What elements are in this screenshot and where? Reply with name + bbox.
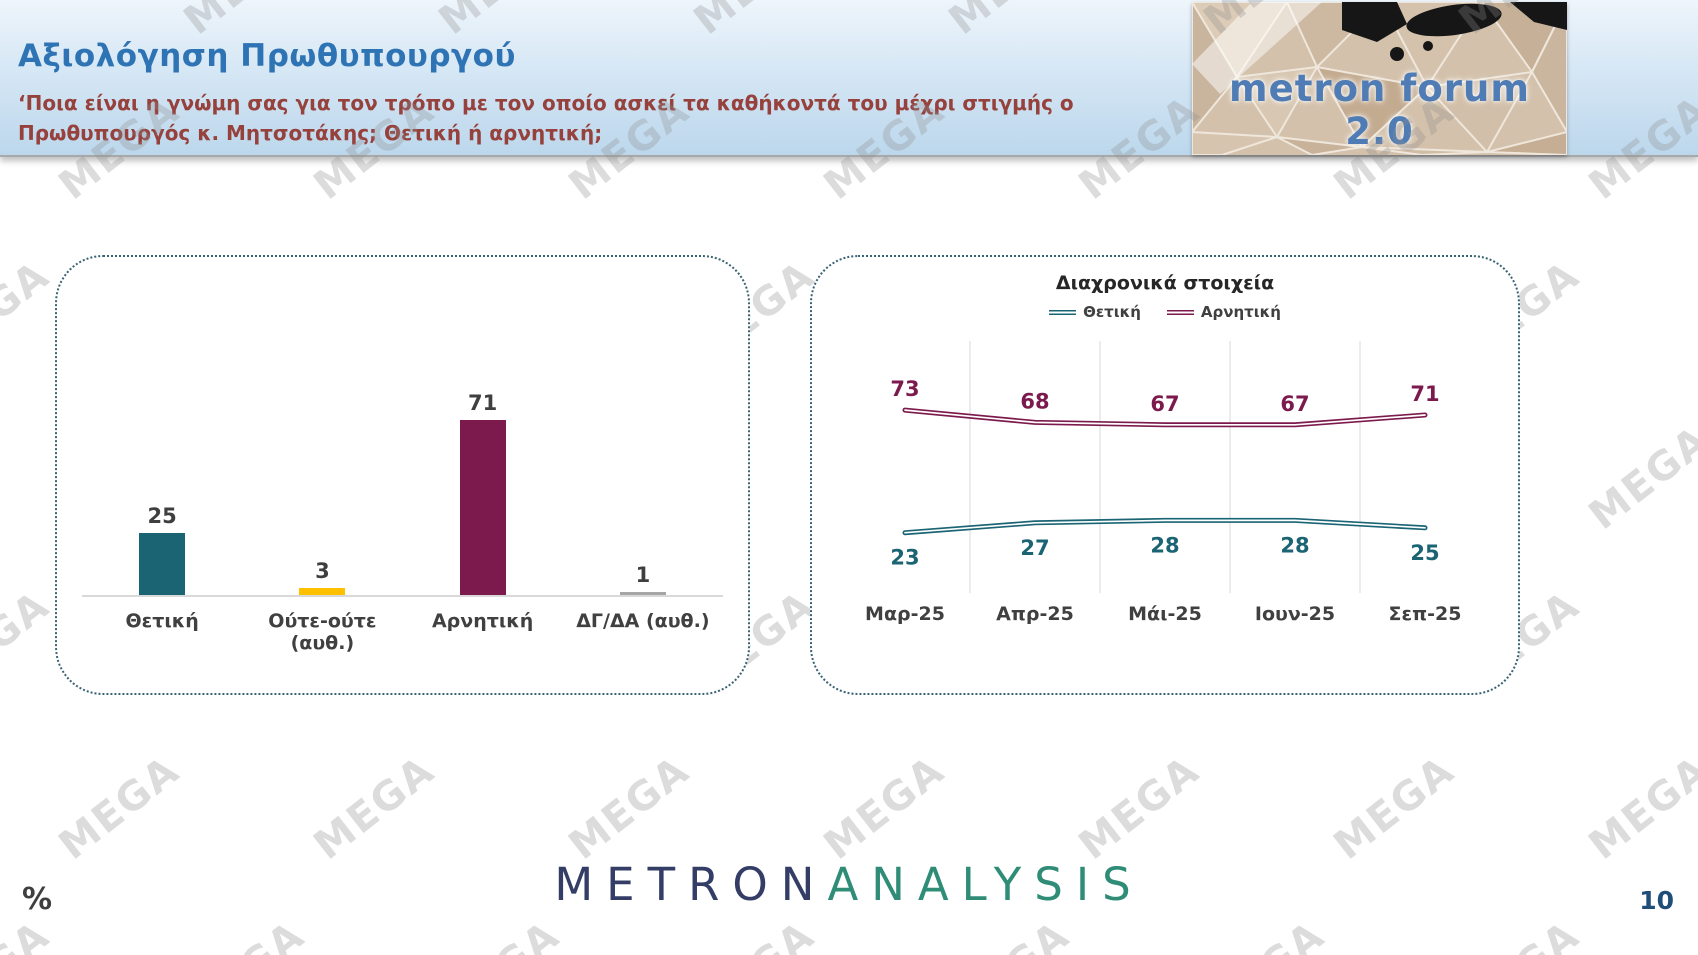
legend-label: Αρνητική bbox=[1200, 303, 1281, 321]
watermark-text: MEGA bbox=[1196, 912, 1334, 955]
x-axis-label: Μαρ-25 bbox=[865, 603, 945, 625]
series-value-label: 23 bbox=[890, 546, 919, 570]
bar-category-label: Θετική bbox=[125, 610, 199, 632]
watermark-text: MEGA bbox=[1070, 747, 1209, 869]
legend-swatch bbox=[1049, 309, 1077, 315]
page-title: Αξιολόγηση Πρωθυπουργού bbox=[18, 38, 516, 74]
bar bbox=[299, 587, 346, 595]
bar-chart-panel: 25 3 71 1 Θετική Ούτε-ούτε (αυθ.) Αρνητική ΔΓ/… bbox=[55, 255, 750, 695]
series-value-label: 28 bbox=[1280, 533, 1309, 557]
trend-chart-svg: 23 27 28 28 25 73 68 67 67 71 bbox=[890, 341, 1440, 593]
brand-analysis: ANALYSIS bbox=[827, 858, 1144, 911]
watermark-text: MEGA bbox=[941, 912, 1079, 955]
watermark-text: MEGA bbox=[1451, 912, 1589, 955]
bar-value-label: 25 bbox=[147, 504, 177, 529]
page-number: 10 bbox=[1639, 886, 1674, 915]
series-value-label: 71 bbox=[1410, 382, 1439, 406]
watermark-text: MEGA bbox=[0, 582, 59, 704]
trend-x-labels: Μαρ-25 Απρ-25 Μάι-25 Ιουν-25 Σεπ-25 bbox=[840, 603, 1490, 625]
bar bbox=[459, 419, 506, 595]
legend-item: Αρνητική bbox=[1166, 303, 1281, 321]
bar-value-label: 3 bbox=[315, 558, 330, 583]
legend-label: Θετική bbox=[1083, 303, 1141, 321]
bar bbox=[619, 592, 666, 595]
watermark-text: MEGA bbox=[431, 912, 569, 955]
survey-question-line2: Πρωθυπουργός κ. Μητσοτάκης; Θετική ή αρν… bbox=[18, 121, 603, 145]
legend-item: Θετική bbox=[1049, 303, 1141, 321]
series-value-label: 27 bbox=[1020, 536, 1049, 560]
percent-unit-label: % bbox=[22, 882, 53, 917]
metron-forum-logo: metron forum 2.0 bbox=[1192, 2, 1567, 155]
watermark-text: MEGA bbox=[1580, 747, 1698, 869]
bar-value-label: 71 bbox=[468, 390, 498, 415]
watermark-text: MEGA bbox=[305, 747, 444, 869]
metron-forum-logo-image bbox=[1192, 2, 1567, 155]
series-value-label: 73 bbox=[890, 377, 919, 401]
x-axis-label: Απρ-25 bbox=[996, 603, 1074, 625]
bar-column: 1 bbox=[563, 563, 723, 595]
series-line-highlight bbox=[904, 409, 1426, 426]
brand-metron: METRON bbox=[554, 858, 828, 911]
series-value-label: 67 bbox=[1280, 392, 1309, 416]
bar-value-label: 1 bbox=[635, 563, 651, 587]
survey-question: ‘Ποια είναι η γνώμη σας για τον τρόπο με… bbox=[18, 88, 1078, 148]
bar-chart: 25 3 71 1 Θετική Ούτε-ούτε (αυθ.) Αρνητική ΔΓ/… bbox=[82, 382, 723, 654]
watermark-text: MEGA bbox=[0, 252, 59, 374]
bar-column: 25 bbox=[82, 504, 242, 595]
bar-category-label: Αρνητική bbox=[431, 610, 534, 632]
x-axis-label: Μάι-25 bbox=[1128, 603, 1202, 625]
bar-column: 3 bbox=[242, 559, 402, 595]
legend-swatch bbox=[1166, 309, 1194, 315]
watermark-text: MEGA bbox=[0, 912, 58, 955]
series-value-label: 25 bbox=[1410, 541, 1439, 565]
bar-category-label: Ούτε-ούτε (αυθ.) bbox=[268, 610, 377, 654]
x-axis-label: Ιουν-25 bbox=[1254, 603, 1336, 625]
bar bbox=[139, 533, 186, 595]
bar-category-labels: Θετική Ούτε-ούτε (αυθ.) Αρνητική ΔΓ/ΔΑ (αυθ… bbox=[82, 610, 723, 654]
metron-analysis-logo: METRONANALYSIS bbox=[0, 858, 1698, 911]
watermark-text: MEGA bbox=[176, 912, 314, 955]
series-value-label: 67 bbox=[1150, 392, 1179, 416]
series-value-label: 68 bbox=[1020, 389, 1049, 413]
watermark-text: MEGA bbox=[50, 747, 189, 869]
watermark-text: MEGA bbox=[560, 747, 699, 869]
trend-chart-panel: Διαχρονικά στοιχεία Θετική Αρνητική 23 27 2… bbox=[810, 255, 1520, 695]
watermark-text: MEGA bbox=[815, 747, 954, 869]
watermark-text: MEGA bbox=[686, 912, 824, 955]
header: Αξιολόγηση Πρωθυπουργού ‘Ποια είναι η γν… bbox=[0, 0, 1698, 157]
series-line-highlight bbox=[904, 519, 1426, 534]
trend-legend: Θετική Αρνητική bbox=[812, 303, 1518, 321]
watermark-text: MEGA bbox=[1325, 747, 1464, 869]
watermark-text: MEGA bbox=[1580, 417, 1698, 539]
metron-forum-logo-text: metron forum 2.0 bbox=[1229, 67, 1530, 153]
bar-columns: 25 3 71 1 bbox=[82, 382, 723, 597]
bar-column: 71 bbox=[403, 391, 563, 595]
trend-chart-title: Διαχρονικά στοιχεία bbox=[1055, 272, 1275, 294]
x-axis-label: Σεπ-25 bbox=[1388, 603, 1462, 625]
series-value-label: 28 bbox=[1150, 533, 1179, 557]
survey-question-line1: ‘Ποια είναι η γνώμη σας για τον τρόπο με… bbox=[18, 91, 1074, 115]
bar-category-label: ΔΓ/ΔΑ (αυθ.) bbox=[576, 610, 710, 632]
